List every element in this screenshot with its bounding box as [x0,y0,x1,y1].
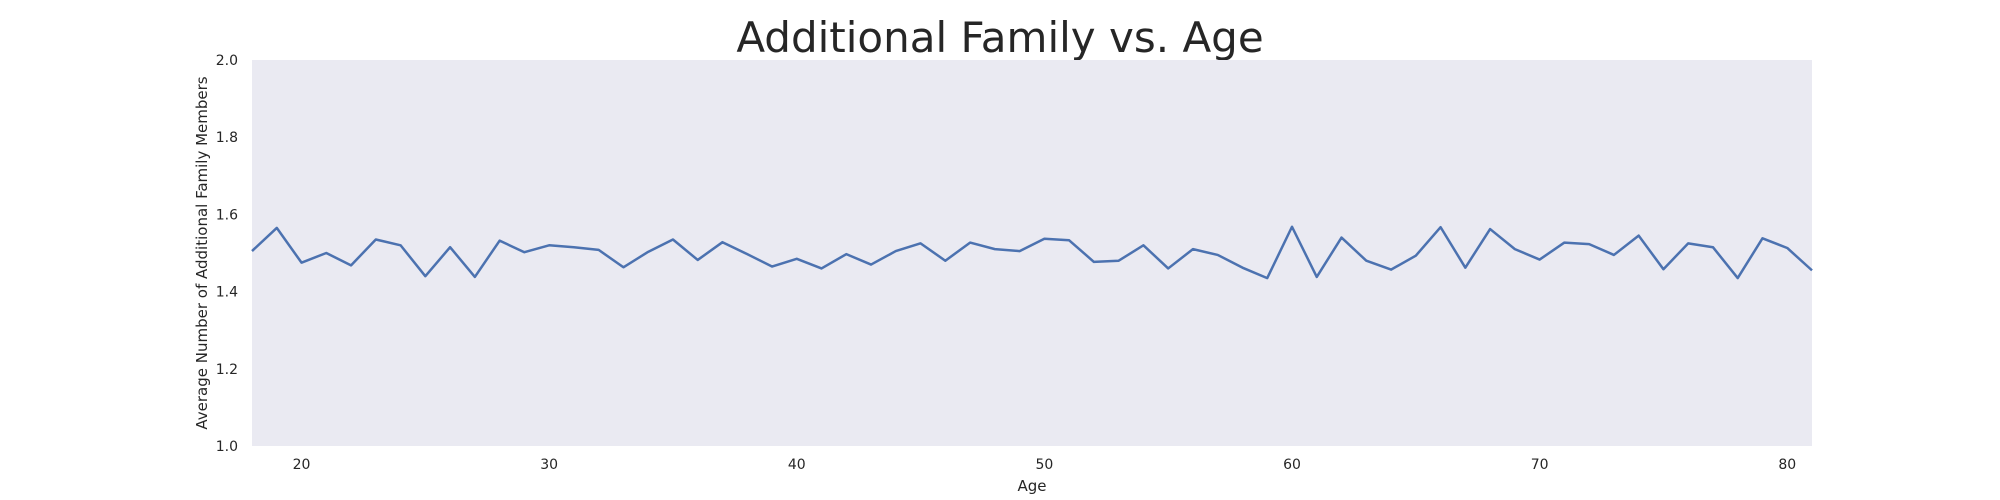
y-tick-label: 1.8 [216,130,238,146]
x-tick-label: 30 [540,457,558,473]
y-axis-label: Average Number of Additional Family Memb… [193,76,211,429]
x-tick-label: 20 [293,457,311,473]
series-line [251,225,1813,280]
chart-title: Additional Family vs. Age [736,13,1263,62]
x-tick-label: 50 [1035,457,1053,473]
x-tick-label: 40 [788,457,806,473]
y-axis-ticks: 1.0 1.2 1.4 1.6 1.8 2.0 [216,53,238,455]
x-axis-ticks: 20 30 40 50 60 70 80 [293,457,1797,473]
y-tick-label: 1.4 [216,285,238,301]
x-tick-label: 60 [1283,457,1301,473]
x-tick-label: 80 [1778,457,1796,473]
x-tick-label: 70 [1531,457,1549,473]
y-tick-label: 1.0 [216,439,238,455]
x-axis-label: Age [1017,477,1046,495]
y-tick-label: 2.0 [216,53,238,69]
y-tick-label: 1.2 [216,362,238,378]
plot-area [252,60,1812,446]
y-tick-label: 1.6 [216,207,238,223]
